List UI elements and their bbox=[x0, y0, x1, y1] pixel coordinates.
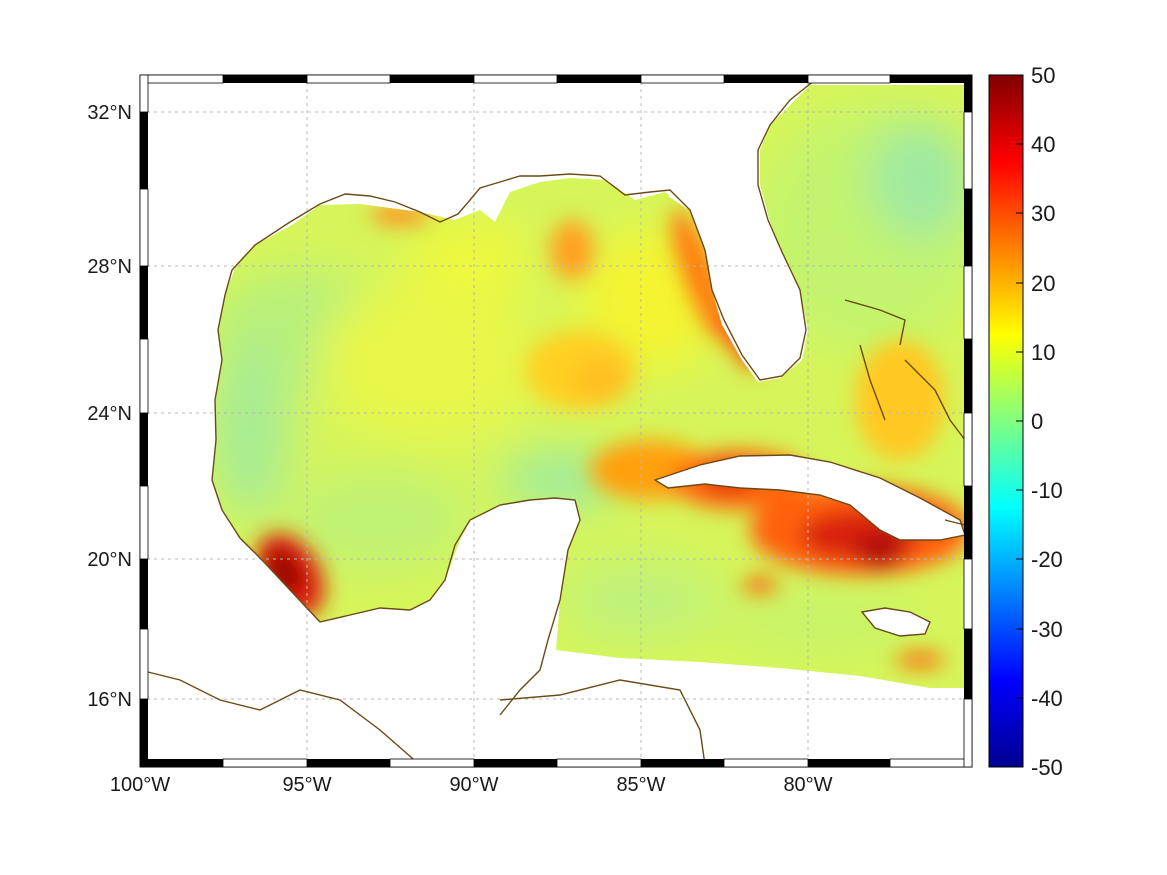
lon-label-90w: 90°W bbox=[449, 774, 498, 796]
ocean-field bbox=[212, 85, 965, 688]
cuba-land bbox=[655, 455, 965, 540]
cb-label-50: 50 bbox=[1031, 63, 1055, 88]
honduras-coastline bbox=[499, 679, 706, 766]
lon-label-85w: 85°W bbox=[616, 774, 665, 796]
frame-bottom-segments bbox=[140, 758, 973, 768]
lat-label-16n: 16°N bbox=[87, 689, 132, 711]
gridlines bbox=[140, 75, 972, 767]
lat-label-24n: 24°N bbox=[87, 403, 132, 425]
frame-top-segments bbox=[139, 74, 972, 84]
cb-label-neg30: -30 bbox=[1031, 617, 1063, 642]
lat-tick-labels: 32°N 28°N 24°N 20°N 16°N bbox=[87, 102, 132, 711]
colorbar-ticks bbox=[1016, 143, 1023, 699]
lon-label-100w: 100°W bbox=[110, 774, 170, 796]
lat-label-32n: 32°N bbox=[87, 102, 132, 124]
cb-label-neg50: -50 bbox=[1031, 755, 1063, 780]
cb-label-40: 40 bbox=[1031, 132, 1055, 157]
hispaniola-coastline bbox=[944, 519, 966, 526]
cb-label-10: 10 bbox=[1031, 340, 1055, 365]
frame-right-segments bbox=[963, 75, 973, 768]
central-america-coastline bbox=[139, 669, 421, 766]
cb-label-neg10: -10 bbox=[1031, 478, 1063, 503]
cuba-coastline bbox=[653, 454, 966, 541]
colorbar-gradient bbox=[988, 74, 1024, 768]
cb-label-neg40: -40 bbox=[1031, 686, 1063, 711]
coastlines bbox=[139, 79, 966, 766]
colorbar: 50 40 30 20 10 0 -10 -20 -30 -40 -50 bbox=[988, 63, 1063, 780]
florida-land bbox=[668, 85, 810, 380]
lat-label-20n: 20°N bbox=[87, 549, 132, 571]
colorbar-labels: 50 40 30 20 10 0 -10 -20 -30 -40 -50 bbox=[1031, 63, 1063, 780]
bahamas-coastline bbox=[844, 299, 966, 441]
cb-label-0: 0 bbox=[1031, 409, 1043, 434]
lon-tick-labels: 100°W 95°W 90°W 85°W 80°W bbox=[110, 774, 833, 796]
field-variation-layer bbox=[212, 110, 965, 655]
frame-left-segments bbox=[139, 74, 149, 767]
jamaica-coastline bbox=[860, 607, 931, 637]
cb-label-20: 20 bbox=[1031, 271, 1055, 296]
lon-label-80w: 80°W bbox=[783, 774, 832, 796]
gulf-coastline bbox=[224, 79, 816, 381]
mexico-coastline bbox=[211, 294, 581, 716]
map-frame bbox=[139, 74, 973, 768]
cb-label-30: 30 bbox=[1031, 201, 1055, 226]
cb-label-neg20: -20 bbox=[1031, 547, 1063, 572]
lon-label-95w: 95°W bbox=[282, 774, 331, 796]
field-hotspots bbox=[255, 205, 965, 668]
lat-label-28n: 28°N bbox=[87, 256, 132, 278]
